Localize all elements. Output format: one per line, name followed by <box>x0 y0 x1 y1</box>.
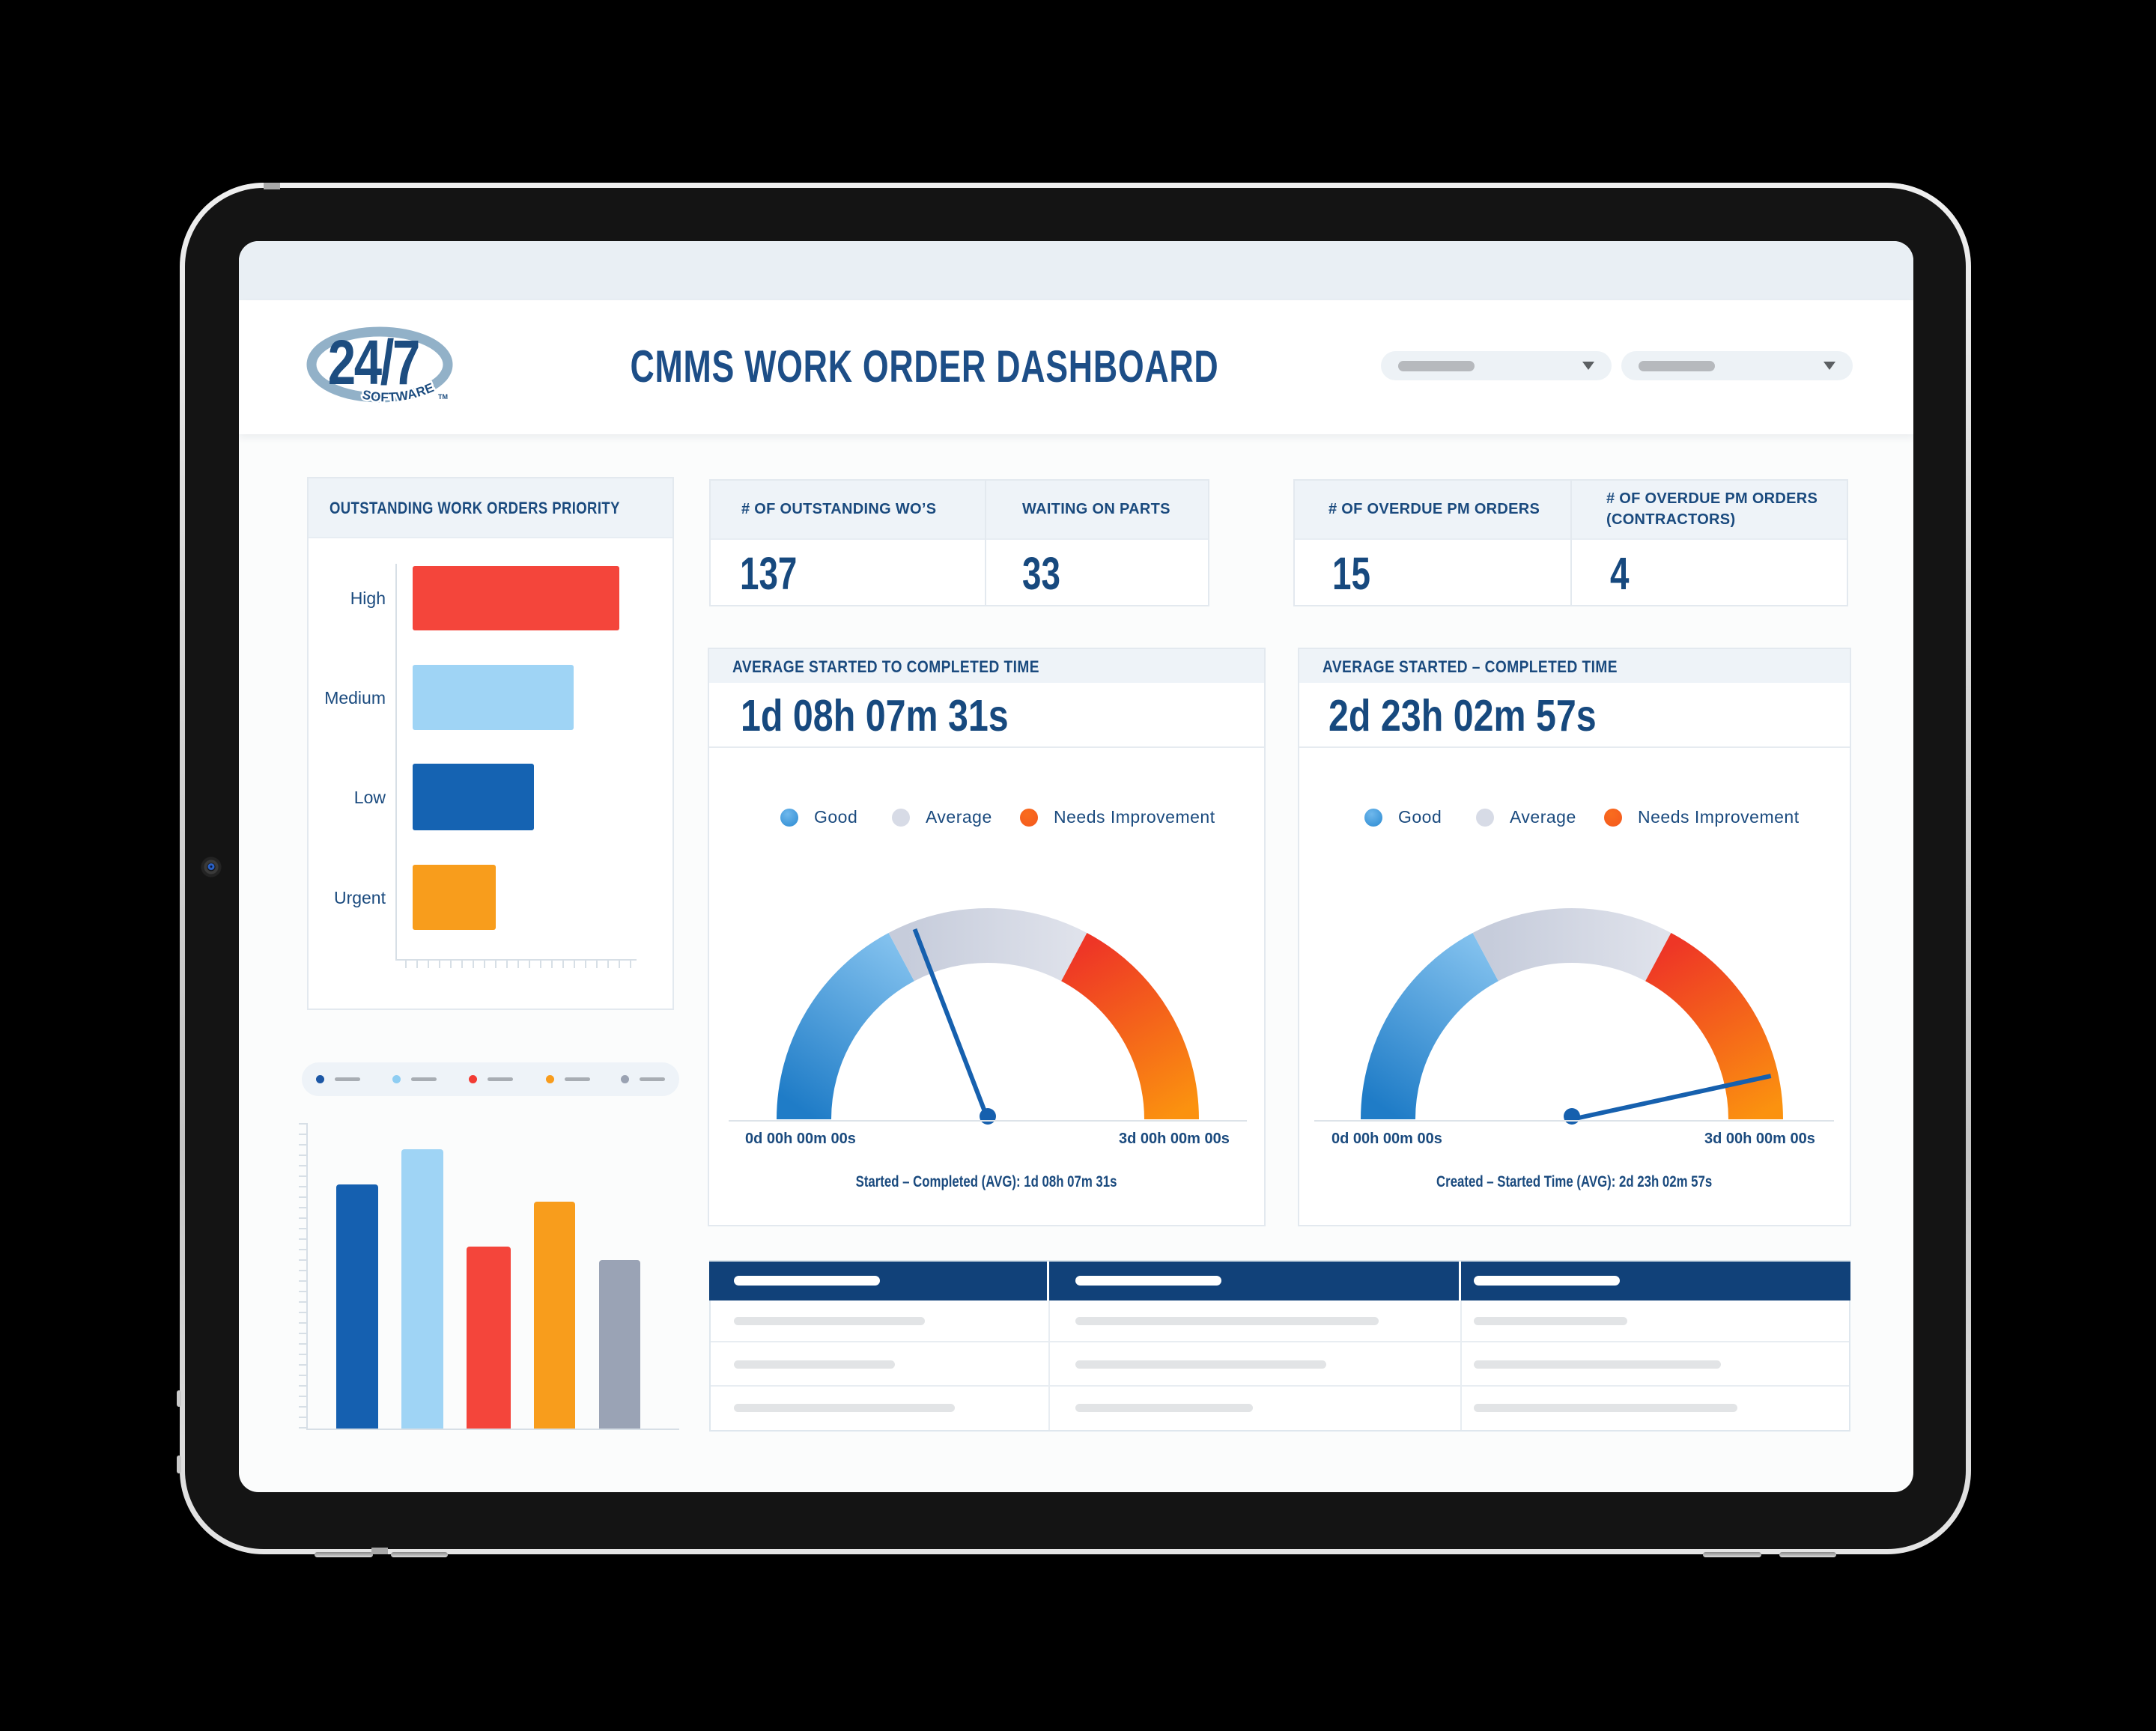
svg-text:24/7: 24/7 <box>328 328 419 398</box>
svg-text:TM: TM <box>438 393 448 401</box>
